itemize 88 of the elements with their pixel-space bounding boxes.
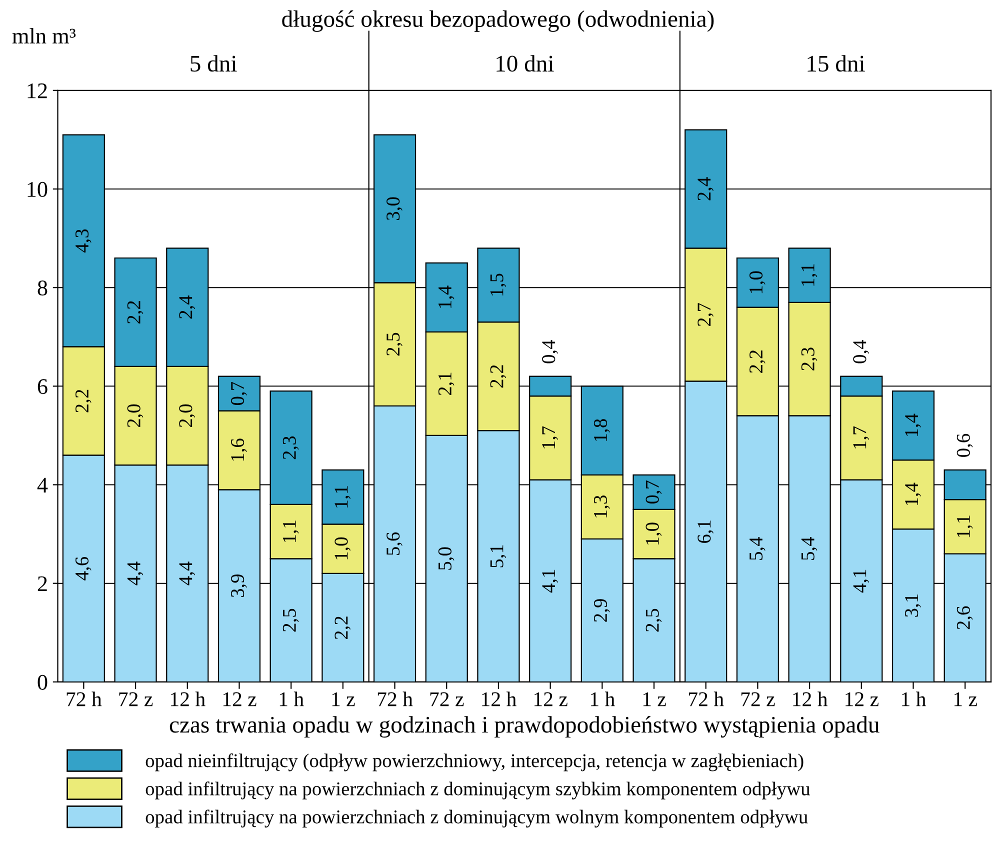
- data-label: 4,4: [179, 562, 196, 586]
- data-label: 2,2: [334, 616, 351, 639]
- data-label: 2,0: [127, 404, 144, 428]
- data-label: 2,9: [594, 599, 610, 622]
- legend-label: opad infiltrujący na powierzchniach z dominującym wolnym komponentem odpływu: [146, 810, 808, 828]
- data-label: 0,4: [853, 340, 870, 364]
- data-label: 5,1: [490, 545, 506, 568]
- y-tick-label: 6: [38, 379, 48, 394]
- y-tick-label: 12: [28, 83, 47, 98]
- y-tick-label: 4: [37, 478, 48, 492]
- x-tick-label: 1 z: [332, 692, 355, 706]
- data-label: 1,1: [334, 486, 351, 508]
- data-label: 4,1: [542, 570, 558, 593]
- data-label: 2,5: [386, 332, 402, 356]
- data-label: 1,1: [282, 520, 299, 542]
- data-label: 2,6: [956, 606, 973, 630]
- x-tick-label: 72 z: [119, 692, 153, 706]
- data-label: 1,4: [905, 482, 921, 506]
- data-label: 3,1: [905, 594, 921, 617]
- data-label: 2,2: [127, 301, 144, 324]
- data-label: 1,5: [490, 274, 506, 296]
- data-label: 1,3: [594, 496, 610, 518]
- y-tick-label: 0: [38, 674, 48, 690]
- data-label: 1,7: [542, 426, 558, 448]
- data-label: 0,6: [956, 434, 973, 457]
- data-label: 1,0: [646, 522, 662, 544]
- data-label: 0,7: [230, 382, 247, 405]
- data-label: 2,5: [646, 608, 662, 632]
- data-label: 1,4: [905, 414, 921, 436]
- data-label: 1,1: [801, 264, 818, 286]
- x-tick-label: 1 z: [643, 692, 666, 706]
- data-label: 2,7: [698, 303, 714, 326]
- data-label: 2,3: [282, 436, 299, 460]
- text: 10 dni: [496, 55, 554, 72]
- data-label: 5,4: [801, 536, 818, 560]
- data-label: 2,2: [750, 350, 766, 373]
- x-tick-label: 72 z: [430, 692, 464, 706]
- data-label: 5,6: [386, 532, 402, 555]
- data-label: 4,6: [75, 556, 92, 580]
- text: 5 dni: [190, 55, 237, 72]
- x-tick-label: 72 h: [378, 692, 413, 706]
- data-label: 2,5: [282, 608, 299, 632]
- data-label: 4,3: [75, 229, 92, 253]
- data-label: 2,1: [438, 372, 454, 395]
- data-label: 4,1: [853, 570, 870, 593]
- data-label: 2,3: [801, 348, 818, 370]
- x-tick-label: 72 z: [741, 692, 775, 706]
- data-label: 0,7: [646, 480, 662, 504]
- x-tick-label: 12 z: [223, 692, 256, 706]
- data-label: 0,4: [542, 340, 558, 364]
- data-label: 1,1: [956, 516, 973, 538]
- x-tick-label: 72 h: [689, 692, 724, 706]
- data-label: 1,0: [334, 537, 351, 560]
- text: 15 dni: [808, 55, 865, 72]
- legend-label: opad infiltrujący na powierzchniach z dominującym szybkim komponentem odpływu: [146, 782, 810, 800]
- y-tick-label: 10: [28, 182, 48, 197]
- data-label: 2,2: [490, 365, 506, 388]
- x-tick-label: 12 h: [793, 692, 828, 706]
- x-tick-label: 1 h: [902, 692, 926, 706]
- data-label: 2,4: [179, 295, 196, 319]
- x-tick-label: 12 h: [482, 692, 516, 706]
- y-tick-label: 8: [38, 280, 48, 296]
- x-tick-label: 12 z: [534, 692, 568, 706]
- x-tick-label: 1 z: [954, 692, 977, 706]
- data-label: 4,4: [127, 562, 144, 586]
- x-tick-label: 12 h: [170, 692, 206, 706]
- y-axis-title: mln m³: [12, 28, 76, 44]
- data-label: 1,4: [438, 286, 454, 308]
- data-label: 5,0: [438, 547, 454, 570]
- x-axis-title: czas trwania opadu w godzinach i prawdopodobieństwo wystąpienia opadu: [170, 716, 880, 738]
- data-label: 6,1: [698, 520, 714, 543]
- data-label: 5,4: [750, 536, 766, 560]
- data-label: 2,2: [75, 390, 92, 412]
- chart-title: długość okresu bezopadowego (odwodnienia): [282, 10, 714, 32]
- data-label: 3,0: [386, 197, 402, 220]
- data-label: 1,7: [853, 426, 870, 448]
- x-tick-label: 72 h: [66, 692, 102, 706]
- data-label: 1,6: [231, 438, 247, 461]
- data-label: 2,4: [698, 177, 714, 200]
- data-label: 1,0: [749, 271, 766, 294]
- x-tick-label: 1 h: [590, 692, 615, 706]
- data-label: 2,0: [179, 404, 196, 428]
- legend-label: opad nieinfiltrujący (odpływ powierzchniowy, intercepcja, retencja w zagłębieniach): [146, 753, 804, 772]
- data-label: 1,8: [594, 419, 610, 441]
- y-tick-label: 2: [38, 576, 47, 592]
- data-label: 3,9: [231, 574, 247, 598]
- x-tick-label: 1 h: [280, 692, 304, 706]
- x-tick-label: 12 z: [846, 692, 878, 706]
